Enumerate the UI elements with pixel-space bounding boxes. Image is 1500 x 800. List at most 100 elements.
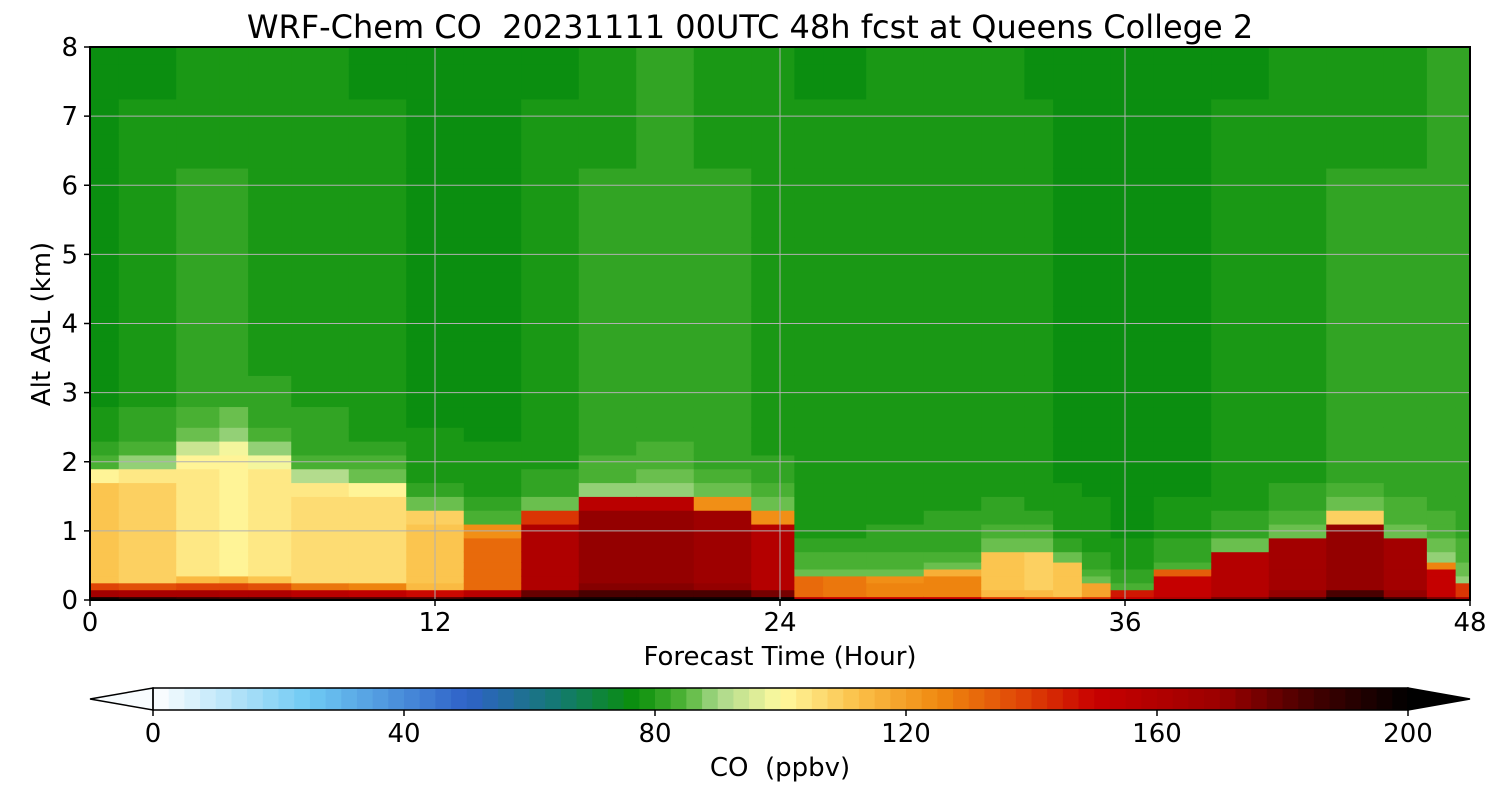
heatmap-cell (693, 271, 752, 307)
heatmap-cell (176, 575, 220, 584)
heatmap-cell (463, 202, 522, 238)
heatmap-cell (1211, 271, 1270, 307)
heatmap-cell (291, 441, 350, 456)
heatmap-cell (118, 406, 177, 428)
colorbar-swatch (796, 688, 813, 710)
heatmap-cell (981, 271, 1025, 307)
heatmap-cell (176, 64, 220, 100)
colorbar-swatch (1094, 688, 1111, 710)
heatmap-cell (248, 537, 292, 553)
heatmap-cell (923, 582, 982, 591)
heatmap-cell (1053, 537, 1083, 553)
heatmap-cell (981, 575, 1025, 584)
heatmap-cell (981, 64, 1025, 100)
heatmap-cell (118, 537, 177, 553)
heatmap-cell (1110, 468, 1155, 484)
heatmap-cell (1326, 468, 1385, 484)
heatmap-cell (823, 271, 867, 307)
colorbar-swatch (231, 688, 248, 710)
colorbar-tick-label: 160 (1132, 719, 1182, 749)
heatmap-cell (1211, 596, 1270, 601)
heatmap-cell (693, 202, 752, 238)
heatmap-cell (1326, 568, 1385, 577)
heatmap-cell (794, 64, 824, 100)
colorbar-swatch (388, 688, 405, 710)
colorbar-extend-high (1407, 687, 1471, 711)
heatmap-cell (794, 496, 824, 511)
heatmap-cell (248, 64, 292, 100)
heatmap-cell (823, 375, 867, 408)
colorbar-swatch (294, 688, 311, 710)
heatmap-cell (1153, 561, 1212, 570)
heatmap-cell (219, 582, 249, 591)
heatmap-cell (1268, 202, 1327, 238)
heatmap-cell (1053, 64, 1083, 100)
heatmap-cell (176, 47, 220, 65)
heatmap-cell (90, 427, 120, 442)
heatmap-cell (176, 568, 220, 577)
heatmap-cell (248, 340, 292, 376)
heatmap-cell (578, 482, 637, 497)
heatmap-cell (866, 133, 925, 169)
heatmap-cell (923, 496, 982, 511)
heatmap-cell (219, 64, 249, 100)
heatmap-cell (823, 589, 867, 598)
heatmap-cell (578, 64, 637, 100)
heatmap-cell (923, 596, 982, 601)
heatmap-cell (1024, 202, 1054, 238)
heatmap-cell (1211, 441, 1270, 456)
heatmap-cell (1081, 271, 1112, 307)
heatmap-cell (794, 596, 824, 601)
heatmap-cell (1053, 427, 1083, 442)
heatmap-cell (521, 441, 580, 456)
heatmap-cell (248, 575, 292, 584)
heatmap-cell (693, 551, 752, 563)
heatmap-cell (219, 596, 249, 601)
heatmap-cell (823, 551, 867, 563)
heatmap-cell (1326, 482, 1385, 497)
heatmap-cell (291, 482, 350, 497)
heatmap-cell (463, 575, 522, 584)
x-tick-label: 12 (418, 608, 451, 638)
heatmap-cell (578, 47, 637, 65)
heatmap-cell (463, 375, 522, 408)
heatmap-cell (1326, 133, 1385, 169)
heatmap-cell (463, 482, 522, 497)
heatmap-cell (118, 427, 177, 442)
heatmap-cell (521, 482, 580, 497)
heatmap-cell (1024, 375, 1054, 408)
heatmap-cell (866, 537, 925, 553)
heatmap-cell (1383, 468, 1428, 484)
heatmap-cell (118, 575, 177, 584)
colorbar-swatch (1329, 688, 1346, 710)
heatmap-cell (751, 406, 795, 428)
heatmap-cell (1081, 468, 1112, 484)
heatmap-cell (118, 64, 177, 100)
heatmap-cell (866, 575, 925, 584)
colorbar-swatch (1392, 688, 1409, 710)
heatmap-cell (823, 496, 867, 511)
heatmap-cell (219, 133, 249, 169)
heatmap-cell (1326, 47, 1385, 65)
heatmap-cell (1153, 133, 1212, 169)
heatmap-cell (981, 441, 1025, 456)
heatmap-cell (348, 575, 407, 584)
heatmap-cell (348, 47, 407, 65)
heatmap-cell (794, 568, 824, 577)
heatmap-cell (578, 202, 637, 238)
heatmap-cell (219, 510, 249, 525)
heatmap-cell (1211, 582, 1270, 591)
heatmap-cell (1024, 427, 1054, 442)
colorbar-swatch (529, 688, 546, 710)
heatmap-cell (751, 64, 795, 100)
heatmap-cell (118, 375, 177, 408)
heatmap-cell (291, 537, 350, 553)
heatmap-cell (248, 441, 292, 456)
heatmap-cell (1110, 575, 1155, 584)
y-tick-label: 8 (61, 33, 78, 63)
heatmap-cell (1455, 375, 1471, 408)
heatmap-cell (348, 375, 407, 408)
heatmap-cell (1268, 468, 1327, 484)
colorbar-tick-label: 40 (387, 719, 420, 749)
heatmap-cell (923, 427, 982, 442)
